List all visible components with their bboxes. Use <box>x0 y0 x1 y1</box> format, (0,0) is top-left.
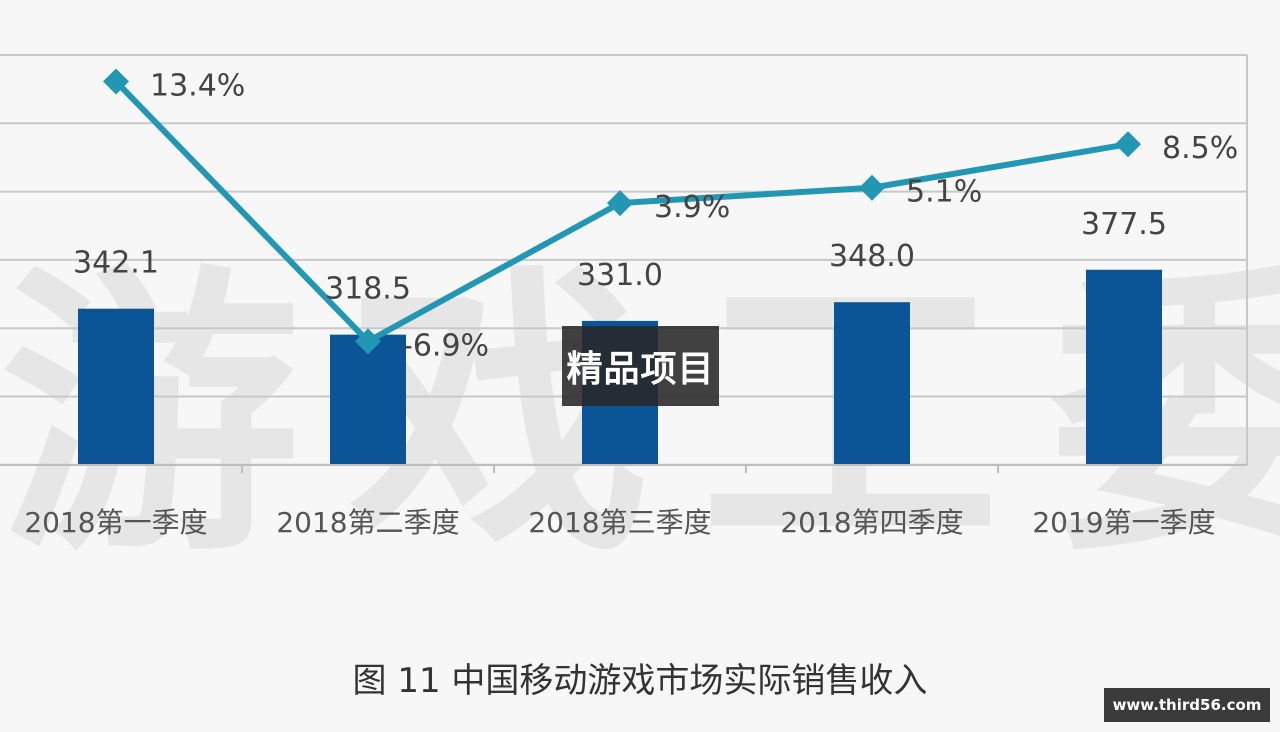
x-axis: 2018第一季度 2018第二季度 2018第三季度 2018第四季度 2019第一季度 <box>0 464 1247 539</box>
line-marker <box>859 174 885 201</box>
x-tick-label: 2018第四季度 <box>780 506 963 539</box>
bar-value-label: 331.0 <box>577 258 663 293</box>
bar <box>330 334 406 465</box>
growth-rate-label: 8.5% <box>1162 131 1238 166</box>
line-marker <box>1115 131 1141 158</box>
x-tick-label: 2018第二季度 <box>276 506 459 539</box>
line-marker <box>355 328 381 355</box>
growth-rate-label: 3.9% <box>654 190 730 225</box>
bar-value-label: 342.1 <box>73 246 159 281</box>
growth-rate-label: 13.4% <box>150 68 245 103</box>
x-tick-label: 2018第三季度 <box>528 506 711 539</box>
growth-rate-label: 5.1% <box>906 175 982 210</box>
bar <box>834 302 910 465</box>
bar-value-label: 318.5 <box>325 272 411 307</box>
line-marker <box>607 190 633 217</box>
line-marker <box>103 68 129 95</box>
data-labels: 342.1 318.5 331.0 348.0 377.5 13.4% -6.9% 3.9% 5… <box>73 68 1238 363</box>
bar <box>78 308 154 465</box>
overlay-badge: 精品项目 <box>562 326 719 406</box>
bar-value-label: 348.0 <box>829 239 915 274</box>
x-tick-label: 2018第一季度 <box>24 506 207 539</box>
site-watermark-badge[interactable]: www.third56.com <box>1104 688 1270 722</box>
growth-line <box>103 68 1141 355</box>
bar <box>1086 269 1162 465</box>
growth-rate-label: -6.9% <box>402 328 489 363</box>
x-tick-label: 2019第一季度 <box>1032 506 1215 539</box>
chart-title: 图 11 中国移动游戏市场实际销售收入 <box>353 661 928 701</box>
bar-value-label: 377.5 <box>1081 207 1167 242</box>
